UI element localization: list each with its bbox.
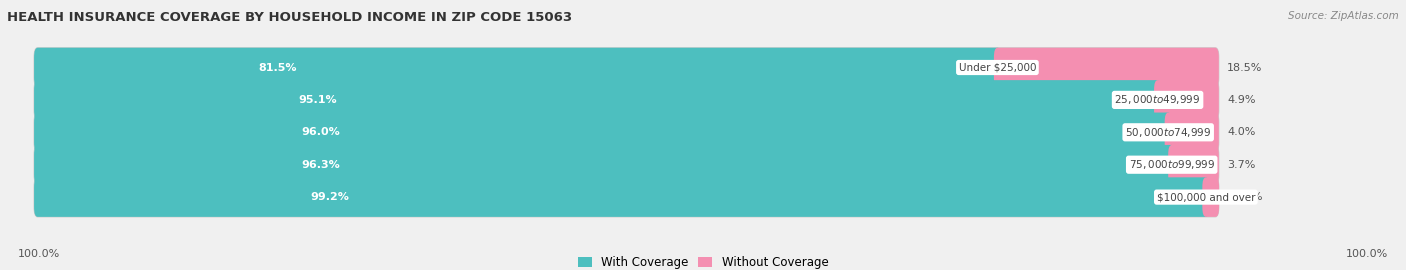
Text: 3.7%: 3.7% bbox=[1227, 160, 1256, 170]
FancyBboxPatch shape bbox=[1164, 113, 1219, 152]
Text: 95.1%: 95.1% bbox=[298, 95, 337, 105]
Text: 100.0%: 100.0% bbox=[18, 249, 60, 259]
Text: 81.5%: 81.5% bbox=[259, 62, 297, 73]
Text: $100,000 and over: $100,000 and over bbox=[1157, 192, 1256, 202]
FancyBboxPatch shape bbox=[34, 80, 1161, 120]
FancyBboxPatch shape bbox=[34, 145, 1219, 184]
Text: Under $25,000: Under $25,000 bbox=[959, 62, 1036, 73]
Text: 96.3%: 96.3% bbox=[302, 160, 340, 170]
Text: 4.0%: 4.0% bbox=[1227, 127, 1256, 137]
Text: 0.82%: 0.82% bbox=[1227, 192, 1263, 202]
Text: HEALTH INSURANCE COVERAGE BY HOUSEHOLD INCOME IN ZIP CODE 15063: HEALTH INSURANCE COVERAGE BY HOUSEHOLD I… bbox=[7, 11, 572, 24]
FancyBboxPatch shape bbox=[34, 80, 1219, 120]
FancyBboxPatch shape bbox=[1202, 177, 1219, 217]
FancyBboxPatch shape bbox=[1154, 80, 1219, 120]
Text: $25,000 to $49,999: $25,000 to $49,999 bbox=[1115, 93, 1201, 106]
FancyBboxPatch shape bbox=[34, 113, 1219, 152]
Text: Source: ZipAtlas.com: Source: ZipAtlas.com bbox=[1288, 11, 1399, 21]
FancyBboxPatch shape bbox=[34, 113, 1171, 152]
FancyBboxPatch shape bbox=[34, 48, 1219, 87]
FancyBboxPatch shape bbox=[34, 177, 1209, 217]
Text: $50,000 to $74,999: $50,000 to $74,999 bbox=[1125, 126, 1212, 139]
Text: 4.9%: 4.9% bbox=[1227, 95, 1256, 105]
FancyBboxPatch shape bbox=[34, 48, 1001, 87]
FancyBboxPatch shape bbox=[994, 48, 1219, 87]
FancyBboxPatch shape bbox=[1168, 145, 1219, 184]
FancyBboxPatch shape bbox=[34, 145, 1175, 184]
FancyBboxPatch shape bbox=[34, 177, 1219, 217]
Legend: With Coverage, Without Coverage: With Coverage, Without Coverage bbox=[578, 256, 828, 269]
Text: 96.0%: 96.0% bbox=[301, 127, 340, 137]
Text: 99.2%: 99.2% bbox=[311, 192, 349, 202]
Text: $75,000 to $99,999: $75,000 to $99,999 bbox=[1129, 158, 1215, 171]
Text: 100.0%: 100.0% bbox=[1346, 249, 1388, 259]
Text: 18.5%: 18.5% bbox=[1227, 62, 1263, 73]
